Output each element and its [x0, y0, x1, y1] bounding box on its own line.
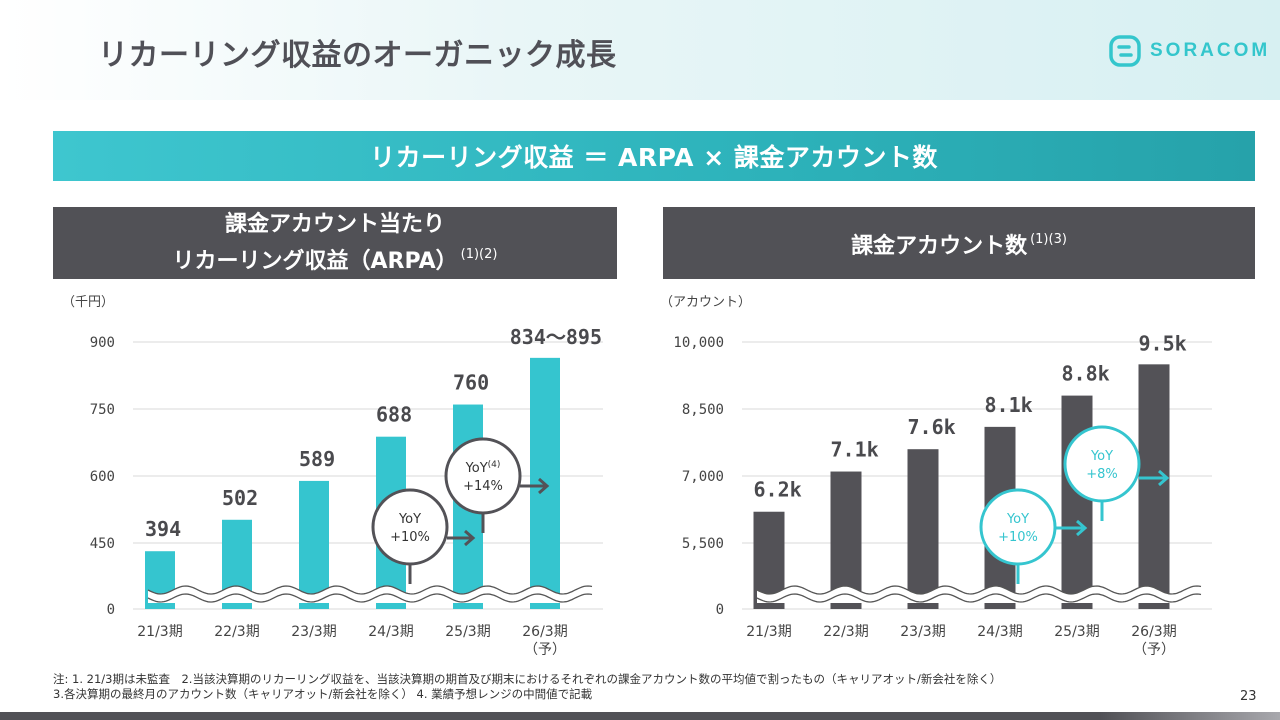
- arpa-title-line2: リカーリング収益（ARPA）: [172, 248, 458, 274]
- arpa-title-line2-wrap: リカーリング収益（ARPA） (1)(2): [173, 240, 498, 277]
- page-number: 23: [1240, 689, 1257, 704]
- arpa-data-label: 394: [145, 517, 181, 541]
- arpa-yoy-value: +10%: [390, 530, 430, 545]
- accounts-data-label: 6.2k: [754, 478, 802, 502]
- accounts-yoy-label: YoY: [1006, 512, 1029, 527]
- arpa-yoy-arrowhead: [464, 529, 476, 547]
- footnote-line-1: 注: 1. 21/3期は未監査 2.当該決算期のリカーリング収益を、当該決算期の…: [53, 672, 1002, 686]
- accounts-category-label: 23/3期: [900, 624, 945, 640]
- accounts-ytick-label: 7,000: [682, 469, 724, 485]
- accounts-axis-break-fill: [757, 586, 1202, 603]
- arpa-ytick-label: 600: [90, 469, 115, 485]
- accounts-title-wrap: 課金アカウント数 (1)(3): [851, 225, 1067, 262]
- bottom-bar-accent: [1100, 712, 1280, 720]
- arpa-ytick-label: 450: [90, 536, 115, 552]
- footnote-line-2: 3.各決算期の最終月のアカウント数（キャリアオット/新会社を除く） 4. 業績予…: [53, 687, 593, 701]
- arpa-axis-break-wave: [147, 593, 593, 603]
- accounts-panel-title: 課金アカウント数 (1)(3): [663, 207, 1255, 279]
- arpa-yoy-value: +14%: [463, 479, 503, 494]
- arpa-category-label: 26/3期: [522, 624, 567, 640]
- soracom-logo-icon: [1109, 35, 1141, 67]
- arpa-title-line1: 課金アカウント当たり: [224, 211, 445, 237]
- accounts-category-label: 22/3期: [823, 624, 868, 640]
- formula-banner: リカーリング収益 ＝ ARPA × 課金アカウント数: [53, 131, 1255, 181]
- accounts-yoy-arrowhead: [1076, 519, 1088, 537]
- accounts-unit-label: （アカウント）: [660, 295, 752, 310]
- accounts-yoy-value: +10%: [998, 530, 1038, 545]
- accounts-category-label: 24/3期: [977, 624, 1022, 640]
- accounts-yoy-value: +8%: [1086, 467, 1118, 482]
- arpa-category-label: 24/3期: [368, 624, 413, 640]
- arpa-yoy-label: YoY: [398, 512, 421, 527]
- arpa-ytick-label: 750: [90, 402, 115, 418]
- accounts-data-label: 8.1k: [985, 393, 1033, 417]
- arpa-yoy-sup: (4): [488, 460, 501, 470]
- arpa-category-label: 25/3期: [445, 624, 490, 640]
- arpa-category-sublabel: （予）: [524, 642, 566, 658]
- arpa-category-label: 22/3期: [214, 624, 259, 640]
- accounts-title: 課金アカウント数: [851, 233, 1028, 259]
- arpa-title-sup: (1)(2): [460, 246, 498, 262]
- footnotes: 注: 1. 21/3期は未監査 2.当該決算期のリカーリング収益を、当該決算期の…: [53, 672, 1001, 702]
- accounts-yoy-circle: [1063, 425, 1141, 503]
- arpa-data-label: 502: [222, 486, 258, 510]
- arpa-unit-label: （千円）: [62, 295, 115, 310]
- soracom-logo: SORACOM: [1108, 34, 1268, 68]
- arpa-data-label: 834～895: [510, 325, 602, 349]
- arpa-panel-title: 課金アカウント当たり リカーリング収益（ARPA） (1)(2): [53, 207, 617, 279]
- accounts-category-label: 26/3期: [1131, 624, 1176, 640]
- accounts-bar: [907, 449, 939, 609]
- accounts-ytick-label: 8,500: [682, 402, 724, 418]
- page-title: リカーリング収益のオーガニック成長: [98, 38, 617, 73]
- arpa-category-label: 21/3期: [137, 624, 182, 640]
- logo-text: SORACOM: [1150, 40, 1271, 61]
- accounts-yoy-arrowhead: [1158, 469, 1170, 487]
- accounts-yoy-circle: [979, 488, 1057, 566]
- accounts-data-label: 7.1k: [831, 438, 879, 462]
- arpa-data-label: 760: [453, 371, 489, 395]
- arpa-yoy-circle: [444, 437, 522, 515]
- arpa-bar: [299, 480, 329, 609]
- accounts-title-sup: (1)(3): [1030, 231, 1067, 247]
- arpa-ytick-label: 900: [90, 335, 115, 351]
- arpa-data-label: 589: [299, 447, 335, 471]
- accounts-data-label: 8.8k: [1062, 362, 1110, 386]
- header-background: [0, 0, 1280, 100]
- arpa-axis-break-fill: [148, 586, 593, 603]
- accounts-yoy-label: YoY: [1090, 449, 1113, 464]
- accounts-bar: [1138, 364, 1170, 609]
- accounts-bar: [1061, 395, 1093, 609]
- accounts-data-label: 9.5k: [1139, 331, 1187, 355]
- arpa-category-label: 23/3期: [291, 624, 336, 640]
- arpa-ytick-label: 0: [107, 602, 115, 618]
- arpa-yoy-arrowhead: [538, 477, 550, 495]
- accounts-category-label: 25/3期: [1054, 624, 1099, 640]
- accounts-ytick-label: 0: [716, 602, 724, 618]
- arpa-yoy-circle: [371, 488, 449, 566]
- arpa-axis-break-wave: [147, 585, 593, 595]
- arpa-data-label: 688: [376, 403, 412, 427]
- accounts-ytick-label: 5,500: [682, 536, 724, 552]
- accounts-axis-break-wave: [756, 593, 1202, 603]
- accounts-data-label: 7.6k: [908, 415, 956, 439]
- bottom-bar: [0, 712, 1280, 720]
- accounts-category-label: 21/3期: [746, 624, 791, 640]
- accounts-category-sublabel: （予）: [1133, 642, 1175, 658]
- accounts-axis-break-wave: [756, 585, 1202, 595]
- accounts-ytick-label: 10,000: [673, 335, 724, 351]
